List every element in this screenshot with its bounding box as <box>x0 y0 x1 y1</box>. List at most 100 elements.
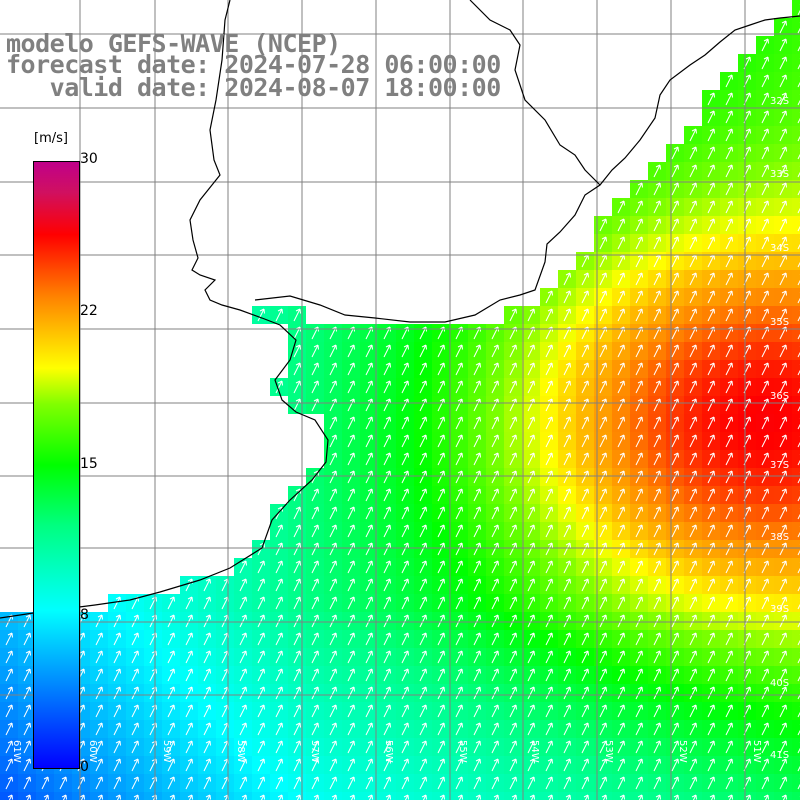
longitude-label: 52W <box>677 740 688 763</box>
wind-arrow <box>527 560 535 574</box>
wind-arrow <box>491 542 499 556</box>
wind-arrow <box>275 596 283 610</box>
wind-arrow <box>365 632 373 646</box>
longitude-label: 54W <box>529 740 540 763</box>
wind-arrow <box>635 614 643 628</box>
wind-arrow <box>725 308 733 322</box>
wind-arrow <box>689 740 697 754</box>
wind-arrow <box>293 308 301 322</box>
latitude-label: 32S <box>770 96 789 107</box>
field-cell <box>792 72 800 90</box>
wind-arrow <box>635 488 643 502</box>
wind-arrow <box>563 650 571 664</box>
field-cell <box>792 360 800 378</box>
wind-arrow <box>437 470 445 484</box>
wind-arrow <box>779 92 787 106</box>
wind-arrow <box>347 596 355 610</box>
wind-arrow <box>545 416 553 430</box>
wind-arrow <box>293 506 301 520</box>
wind-arrow <box>365 524 373 538</box>
wind-arrow <box>383 416 391 430</box>
wind-arrow <box>293 632 301 646</box>
wind-arrow <box>763 794 769 800</box>
wind-arrow <box>797 670 800 682</box>
wind-arrow <box>257 650 265 664</box>
wind-arrow <box>383 434 391 448</box>
wind-arrow <box>581 452 589 466</box>
wind-arrow <box>527 650 535 664</box>
field-cell <box>792 90 800 108</box>
wind-arrow <box>329 488 337 502</box>
wind-arrow <box>419 632 427 646</box>
wind-arrow <box>473 344 481 358</box>
wind-arrow <box>257 740 265 754</box>
wind-arrow <box>797 400 800 412</box>
wind-arrow <box>581 434 589 448</box>
wind-arrow <box>473 488 481 502</box>
wind-arrow <box>203 704 211 718</box>
wind-arrow <box>545 722 553 736</box>
wind-arrow <box>77 758 85 772</box>
latitude-labels: 32S 33S 34S 35S 36S 37S 38S 39S 40S 41S <box>770 96 789 761</box>
wind-arrow <box>329 362 337 376</box>
wind-arrow <box>761 686 769 700</box>
wind-arrow <box>725 200 733 214</box>
wind-arrow <box>419 758 427 772</box>
wind-arrow <box>365 434 373 448</box>
wind-arrow <box>257 308 265 322</box>
wind-arrow <box>473 416 481 430</box>
wind-arrow <box>619 794 625 800</box>
wind-arrow <box>583 794 589 800</box>
wind-arrow <box>707 128 715 142</box>
wind-arrow <box>797 112 800 124</box>
wind-arrow <box>761 200 769 214</box>
wind-arrow <box>563 470 571 484</box>
wind-arrow <box>419 416 427 430</box>
wind-arrow <box>581 560 589 574</box>
wind-arrow <box>509 362 517 376</box>
wind-arrow <box>653 524 661 538</box>
wind-arrow <box>599 308 607 322</box>
wind-arrow <box>707 290 715 304</box>
wind-arrow <box>617 686 625 700</box>
wind-arrow <box>779 452 787 466</box>
wind-arrow <box>187 794 193 800</box>
wind-arrow <box>275 560 283 574</box>
wind-arrow <box>365 776 373 790</box>
wind-arrow <box>581 686 589 700</box>
wind-arrow <box>113 776 121 790</box>
field-cell <box>792 432 800 450</box>
wind-arrow <box>617 740 625 754</box>
wind-arrow <box>293 560 301 574</box>
forecast-date: forecast date: 2024-07-28 06:00:00 <box>6 50 501 79</box>
wind-arrow <box>779 434 787 448</box>
wind-arrow <box>527 452 535 466</box>
wind-arrow <box>329 380 337 394</box>
wind-arrow <box>97 794 103 800</box>
wind-arrow <box>113 614 121 628</box>
wind-arrow <box>635 416 643 430</box>
wind-arrow <box>455 722 463 736</box>
wind-arrow <box>779 164 787 178</box>
wind-arrow <box>707 668 715 682</box>
wind-arrow <box>491 776 499 790</box>
wind-arrow <box>113 740 121 754</box>
field-cell <box>792 414 800 432</box>
wind-arrow <box>491 380 499 394</box>
wind-arrow <box>419 488 427 502</box>
wind-arrow <box>347 632 355 646</box>
wind-arrow <box>203 632 211 646</box>
wind-arrow <box>653 776 661 790</box>
wind-arrow <box>329 344 337 358</box>
wind-arrow <box>419 560 427 574</box>
wind-arrow <box>23 650 31 664</box>
longitude-label: 61W <box>11 740 22 763</box>
wind-arrow <box>473 506 481 520</box>
wind-arrow <box>599 614 607 628</box>
wind-arrow <box>365 596 373 610</box>
wind-arrow <box>491 758 499 772</box>
wind-arrow <box>329 740 337 754</box>
wind-arrow <box>293 668 301 682</box>
wind-arrow <box>203 740 211 754</box>
colorbar-tick-30: 30 <box>80 151 98 167</box>
